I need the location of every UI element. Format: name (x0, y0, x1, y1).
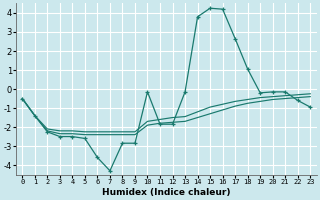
X-axis label: Humidex (Indice chaleur): Humidex (Indice chaleur) (102, 188, 230, 197)
